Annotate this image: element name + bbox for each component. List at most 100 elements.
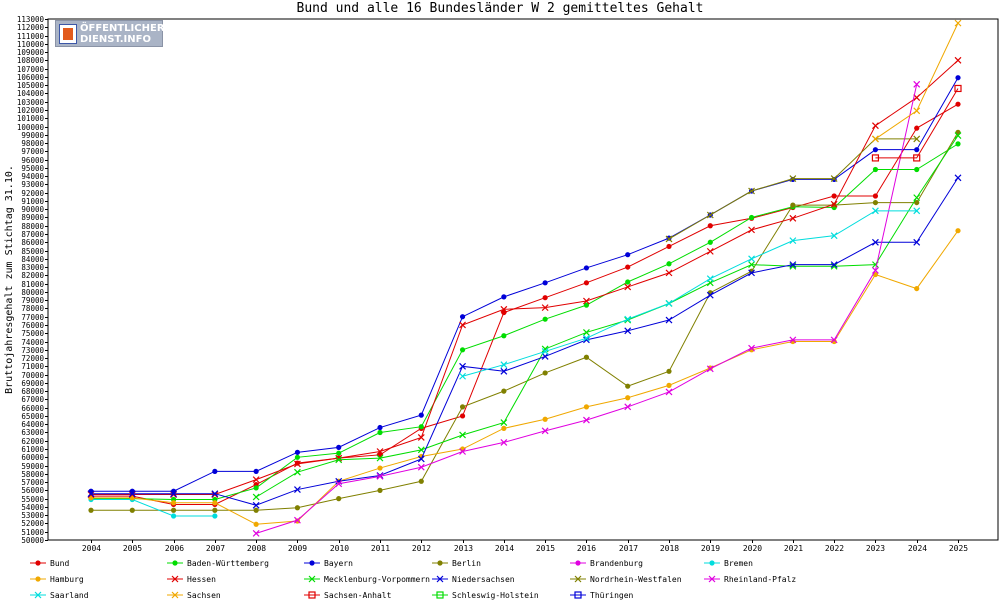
- y-tick-label: 55000: [21, 495, 44, 504]
- data-point: [459, 413, 466, 419]
- y-tick-label: 110000: [17, 40, 45, 49]
- y-tick-label: 93000: [21, 180, 44, 189]
- data-point: [624, 315, 632, 323]
- legend-label: Berlin: [452, 559, 481, 568]
- data-point: [212, 500, 218, 506]
- legend-item: Bayern: [304, 559, 353, 568]
- y-tick-label: 77000: [21, 313, 44, 322]
- data-point: [253, 507, 259, 513]
- data-point: [914, 125, 920, 131]
- y-tick-label: 68000: [21, 387, 44, 396]
- data-point: [253, 521, 259, 527]
- legend-swatch-marker: [574, 575, 582, 583]
- y-tick-label: 90000: [21, 205, 44, 214]
- y-tick-label: 74000: [21, 338, 44, 347]
- data-point: [665, 388, 673, 396]
- y-tick-label: 94000: [21, 172, 44, 181]
- y-tick-label: 101000: [17, 114, 45, 123]
- data-point: [789, 214, 797, 222]
- data-point: [954, 56, 962, 64]
- data-point: [377, 487, 383, 493]
- y-axis-label: Bruttojahresgehalt zum Stichtag 31.10.: [4, 165, 15, 394]
- data-point: [666, 368, 672, 374]
- x-tick-label: 2015: [536, 544, 555, 553]
- data-point: [872, 207, 879, 215]
- data-point: [955, 75, 961, 81]
- data-point: [541, 304, 549, 312]
- x-tick-label: 2006: [165, 544, 184, 553]
- logo-line-2: DIENST.INFO: [80, 34, 151, 45]
- data-point: [170, 500, 177, 506]
- x-tick-label: 2016: [577, 544, 596, 553]
- y-tick-label: 84000: [21, 255, 44, 264]
- legend-label: Nordrhein-Westfalen: [590, 575, 682, 584]
- data-point: [665, 269, 673, 277]
- series-8: [252, 132, 962, 501]
- y-tick-label: 53000: [21, 511, 44, 520]
- data-point: [583, 297, 590, 305]
- series-11: [252, 80, 921, 537]
- data-point: [253, 468, 259, 474]
- data-point: [914, 147, 920, 153]
- legend-swatch-marker: [309, 560, 315, 566]
- data-point: [542, 295, 548, 301]
- legend: Bund Baden-Württemberg Bayern Berlin Branden…: [30, 559, 796, 600]
- y-tick-label: 67000: [21, 395, 44, 404]
- legend-swatch-marker: [308, 575, 316, 583]
- data-point: [583, 334, 590, 342]
- data-point: [914, 199, 920, 206]
- data-point: [872, 193, 879, 199]
- data-point: [541, 352, 549, 360]
- data-point: [335, 456, 343, 464]
- data-point: [501, 294, 507, 300]
- y-tick-label: 76000: [21, 321, 44, 330]
- data-point: [830, 261, 838, 269]
- series-line: [91, 230, 959, 525]
- y-tick-label: 69000: [21, 379, 44, 388]
- data-point: [830, 175, 838, 183]
- data-point: [913, 107, 921, 115]
- y-tick-label: 51000: [21, 528, 44, 537]
- data-point: [294, 460, 301, 468]
- x-tick-label: 2024: [908, 544, 927, 553]
- y-tick-label: 106000: [17, 73, 45, 82]
- data-point: [790, 202, 796, 208]
- x-tick-label: 2021: [784, 544, 803, 553]
- data-point: [583, 354, 590, 360]
- y-tick-label: 96000: [21, 156, 44, 165]
- x-tick-label: 2023: [866, 544, 885, 553]
- y-tick-label: 102000: [17, 106, 45, 115]
- data-point: [706, 211, 714, 219]
- data-point: [666, 243, 672, 250]
- x-tick-label: 2011: [371, 544, 390, 553]
- y-tick-label: 108000: [17, 56, 45, 65]
- series-line: [875, 22, 959, 140]
- legend-item: Schleswig-Holstein: [432, 591, 539, 600]
- data-point: [624, 403, 632, 411]
- y-tick-label: 78000: [21, 304, 44, 313]
- x-tick-label: 2005: [123, 544, 142, 553]
- data-point: [128, 490, 136, 498]
- series-0: [88, 101, 961, 508]
- y-tick-label: 88000: [21, 222, 44, 231]
- data-point: [914, 166, 920, 173]
- legend-swatch-marker: [437, 560, 443, 566]
- x-tick-label: 2022: [825, 544, 844, 553]
- data-point: [748, 269, 755, 277]
- data-point: [830, 232, 838, 240]
- series-7: [87, 56, 962, 498]
- data-point: [459, 372, 466, 380]
- data-point: [872, 122, 879, 130]
- legend-label: Sachsen-Anhalt: [324, 591, 392, 600]
- data-point: [748, 255, 755, 263]
- y-tick-label: 111000: [17, 32, 45, 41]
- data-point: [417, 463, 425, 471]
- data-point: [294, 454, 301, 460]
- data-point: [170, 507, 177, 513]
- data-point: [294, 449, 301, 455]
- legend-item: Berlin: [432, 559, 481, 568]
- legend-swatch-marker: [34, 591, 42, 599]
- legend-label: Brandenburg: [590, 559, 643, 568]
- logo-line-1: ÖFFENTLICHER: [80, 23, 165, 34]
